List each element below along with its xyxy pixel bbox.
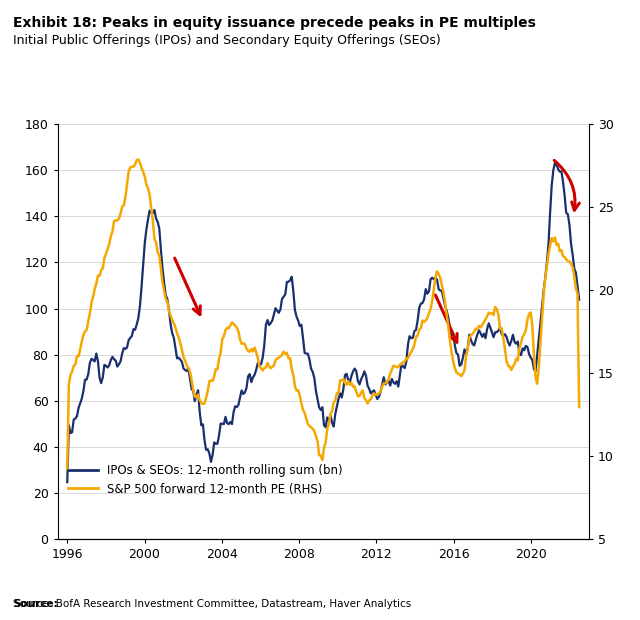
- Text: Initial Public Offerings (IPOs) and Secondary Equity Offerings (SEOs): Initial Public Offerings (IPOs) and Seco…: [13, 34, 440, 47]
- Text: Source:: Source:: [13, 599, 58, 609]
- Legend: IPOs & SEOs: 12-month rolling sum (bn), S&P 500 forward 12-month PE (RHS): IPOs & SEOs: 12-month rolling sum (bn), …: [63, 459, 348, 500]
- Text: Exhibit 18: Peaks in equity issuance precede peaks in PE multiples: Exhibit 18: Peaks in equity issuance pre…: [13, 16, 536, 30]
- Text: Source: BofA Research Investment Committee, Datastream, Haver Analytics: Source: BofA Research Investment Committ…: [13, 599, 411, 609]
